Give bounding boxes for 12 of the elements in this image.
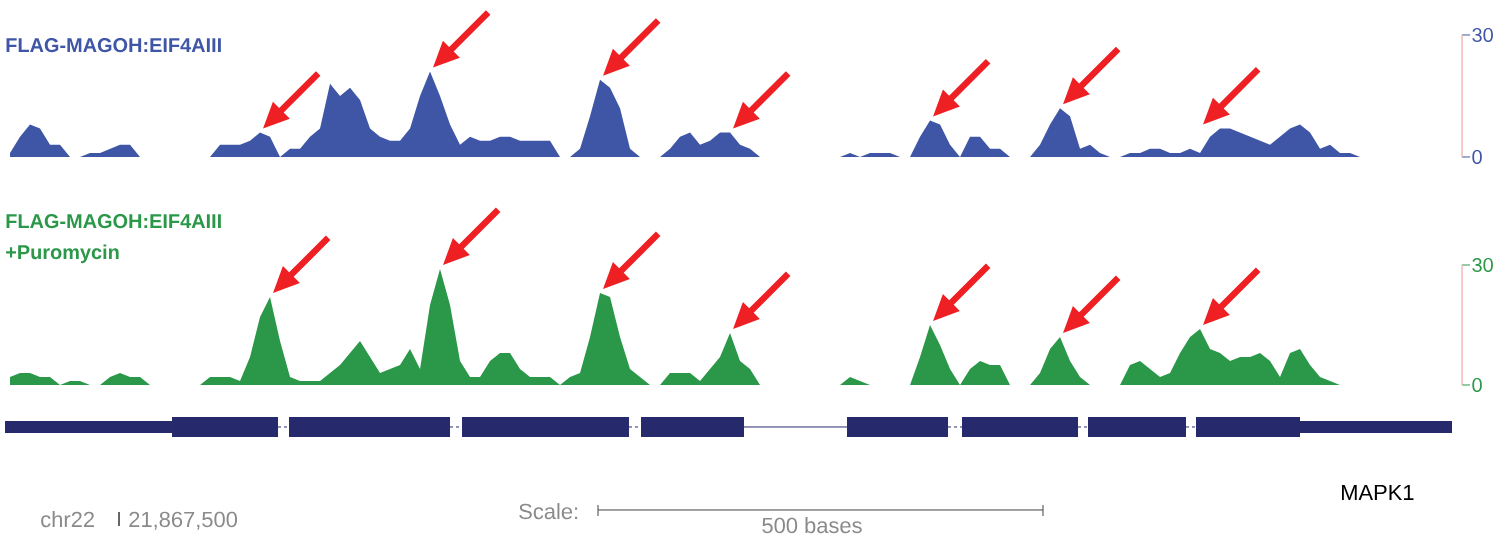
chart-title: FLAG-MAGOH:EIF4AIII (6, 214, 221, 229)
y-tick-label: 30 (1472, 257, 1493, 273)
text: chr22 (41, 511, 94, 528)
y-tick-label: 0 (1472, 377, 1482, 393)
text: MAPK1 (1342, 484, 1414, 500)
chart-title: FLAG-MAGOH:EIF4AIII (6, 38, 221, 53)
y-tick-label: 0 (1472, 149, 1482, 165)
text: 500 bases (762, 517, 862, 534)
text: Scale: (519, 503, 578, 520)
text: 21,867,500 (129, 511, 238, 530)
chart-subtitle: +Puromycin (6, 244, 119, 264)
y-tick-label: 30 (1472, 27, 1493, 43)
